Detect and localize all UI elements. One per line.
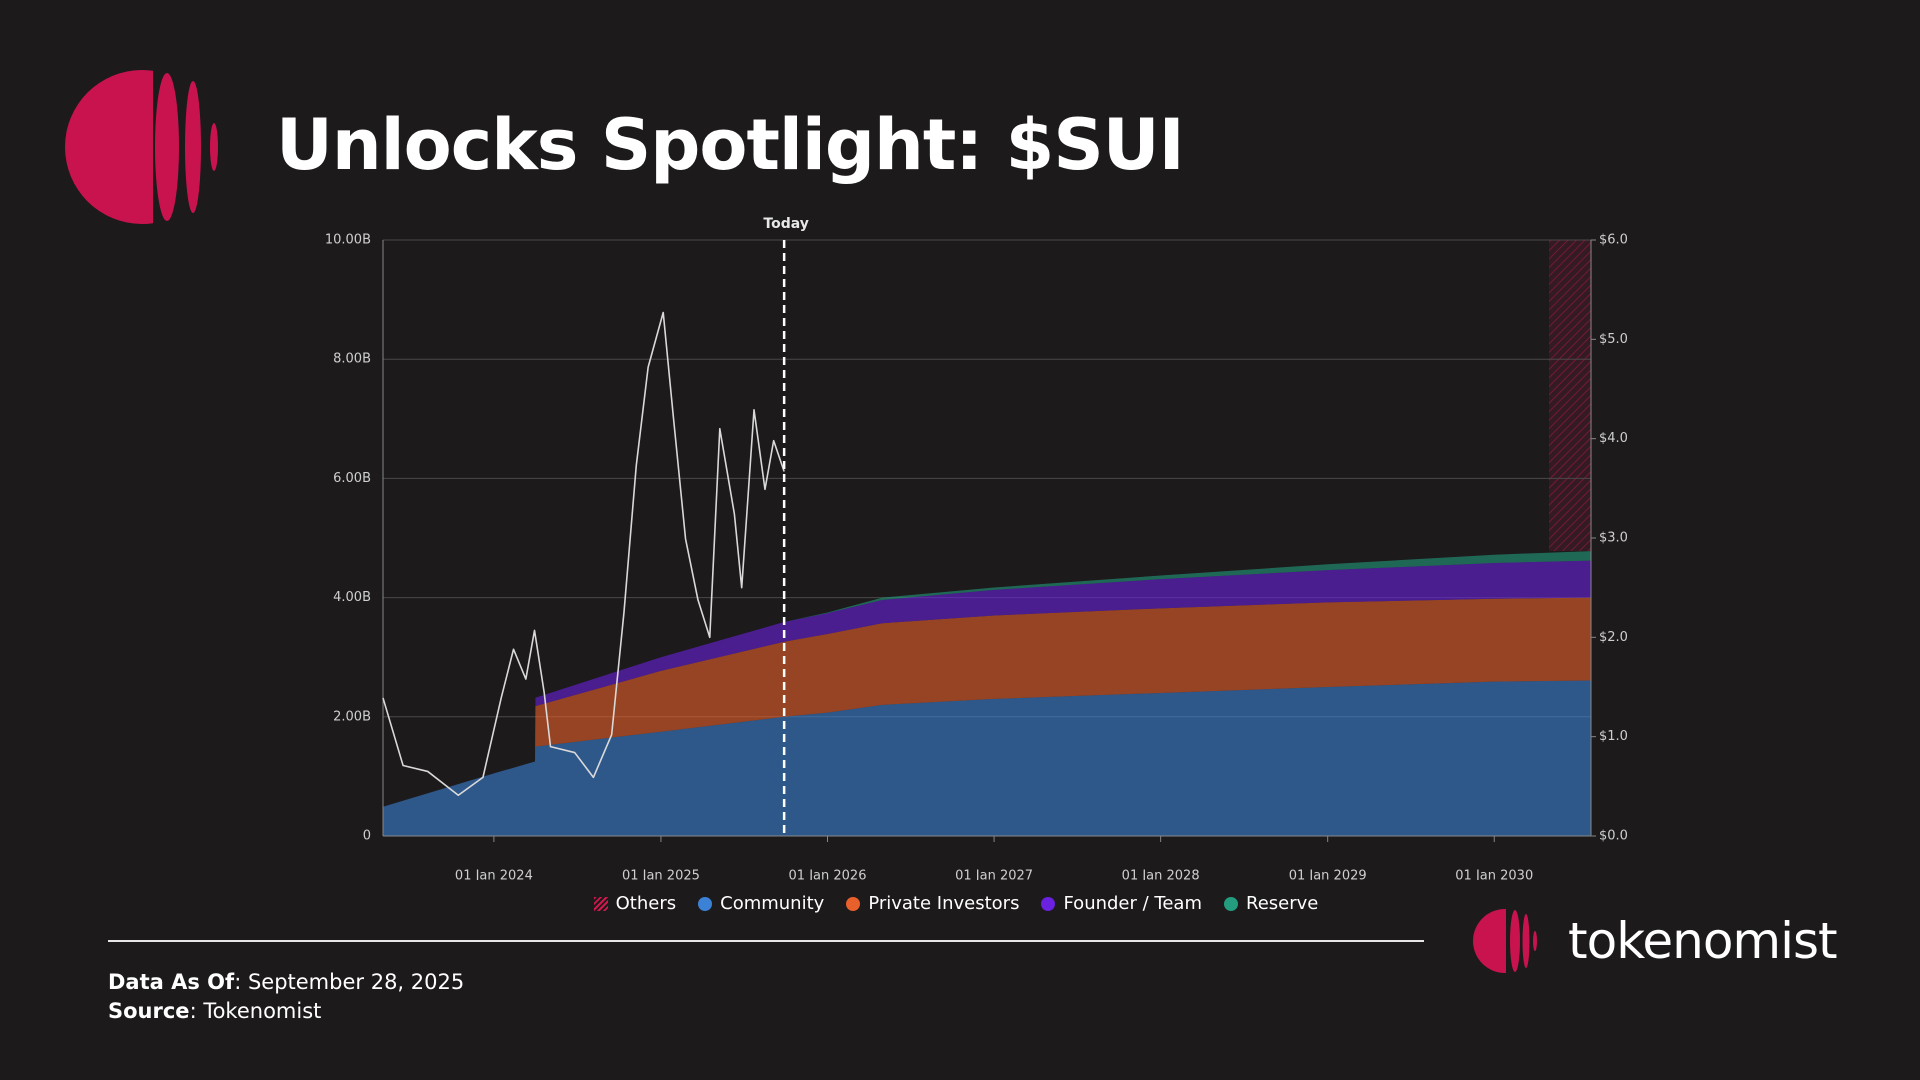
legend-item: Private Investors bbox=[846, 893, 1019, 914]
x-tick-label: 01 Jan 2029 bbox=[1289, 869, 1367, 881]
chart: 0 2.00B 4.00B 6.00B 8.00B 10.00B $0.0 $1.0 $2.0 $… bbox=[325, 216, 1628, 881]
y-tick-label: 10.00B bbox=[325, 233, 371, 248]
logo-bar bbox=[185, 81, 201, 213]
others-band bbox=[1549, 240, 1591, 551]
value: Tokenomist bbox=[203, 999, 322, 1023]
legend-label: Founder / Team bbox=[1063, 893, 1202, 914]
y-tick-label: 0 bbox=[363, 829, 371, 844]
x-tick-label: 01 Jan 2027 bbox=[955, 869, 1033, 881]
legend-swatch bbox=[1041, 896, 1056, 911]
logo-bar bbox=[1533, 931, 1537, 951]
legend-swatch bbox=[846, 896, 861, 911]
price-line bbox=[382, 311, 785, 797]
x-tick-label: 01 Jan 2024 bbox=[455, 869, 533, 881]
legend-item: Community bbox=[698, 893, 824, 914]
y2-tick-label: $6.0 bbox=[1599, 233, 1628, 248]
footer-source: Source: Tokenomist bbox=[108, 999, 322, 1023]
x-tick-label: 01 Jan 2025 bbox=[622, 869, 700, 881]
legend-swatch bbox=[593, 896, 608, 911]
x-tick-label: 01 Jan 2030 bbox=[1455, 869, 1533, 881]
footer-date: Data As Of: September 28, 2025 bbox=[108, 970, 465, 994]
title: Unlocks Spotlight: $SUI bbox=[276, 104, 1185, 186]
brand: tokenomist bbox=[1568, 912, 1838, 970]
legend-label: Private Investors bbox=[868, 893, 1020, 914]
x-tick-label: 01 Jan 2028 bbox=[1122, 869, 1200, 881]
today-label: Today bbox=[763, 216, 808, 232]
logo-bar bbox=[1510, 910, 1520, 972]
separator bbox=[108, 940, 1424, 942]
y2-tick-label: $2.0 bbox=[1599, 630, 1628, 645]
area bbox=[383, 680, 1591, 836]
area bbox=[383, 597, 1591, 807]
legend-item: Others bbox=[593, 893, 677, 914]
logo-disc bbox=[65, 70, 153, 224]
y2-tick-label: $0.0 bbox=[1599, 829, 1628, 844]
legend-label: Others bbox=[615, 893, 677, 914]
label: Data As Of bbox=[108, 970, 235, 994]
x-tick-label: 01 Jan 2026 bbox=[789, 869, 867, 881]
y2-tick-label: $1.0 bbox=[1599, 729, 1628, 744]
logo-disc bbox=[1473, 909, 1506, 973]
area bbox=[383, 560, 1591, 807]
y-tick-label: 4.00B bbox=[333, 590, 371, 605]
brand-logo bbox=[1473, 909, 1537, 973]
legend-item: Founder / Team bbox=[1041, 893, 1202, 914]
logo bbox=[65, 70, 218, 224]
legend: Others Community Private Investors Founder … bbox=[0, 893, 1912, 914]
legend-label: Reserve bbox=[1246, 893, 1319, 914]
legend-swatch bbox=[698, 896, 713, 911]
legend-item: Reserve bbox=[1224, 893, 1318, 914]
y-tick-label: 6.00B bbox=[333, 471, 371, 486]
y2-tick-label: $4.0 bbox=[1599, 431, 1628, 446]
logo-bar bbox=[1522, 914, 1530, 968]
logo-bar bbox=[210, 123, 218, 171]
value: September 28, 2025 bbox=[247, 970, 465, 994]
y-tick-label: 2.00B bbox=[333, 709, 371, 724]
legend-swatch bbox=[1224, 896, 1238, 911]
y2-tick-label: $5.0 bbox=[1599, 332, 1628, 347]
logo-bar bbox=[155, 73, 179, 221]
label: Source bbox=[108, 999, 190, 1023]
y2-tick-label: $3.0 bbox=[1599, 531, 1628, 546]
y-tick-label: 8.00B bbox=[333, 352, 371, 367]
legend-label: Community bbox=[720, 893, 825, 914]
